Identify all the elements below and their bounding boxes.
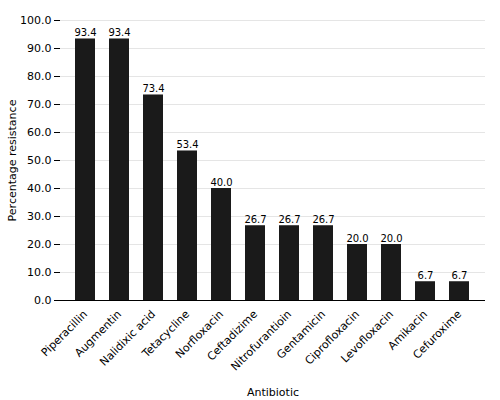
svg-text:Antibiotic: Antibiotic — [247, 386, 299, 399]
svg-text:70.0: 70.0 — [27, 98, 52, 111]
svg-text:Gentamicin: Gentamicin — [274, 307, 329, 362]
svg-text:40.0: 40.0 — [210, 177, 232, 188]
svg-text:Cefuroxime: Cefuroxime — [410, 308, 464, 362]
svg-text:26.7: 26.7 — [312, 214, 334, 225]
svg-text:Nalidixic acid: Nalidixic acid — [97, 307, 159, 369]
svg-text:93.4: 93.4 — [108, 27, 130, 38]
svg-text:Augmentin: Augmentin — [72, 307, 125, 360]
svg-text:80.0: 80.0 — [27, 70, 52, 83]
svg-text:30.0: 30.0 — [27, 210, 52, 223]
svg-text:6.7: 6.7 — [418, 270, 434, 281]
svg-text:Nitrofurantioin: Nitrofurantioin — [228, 308, 294, 374]
svg-text:40.0: 40.0 — [27, 182, 52, 195]
svg-text:26.7: 26.7 — [278, 214, 300, 225]
svg-text:Ceftadizime: Ceftadizime — [204, 307, 261, 364]
svg-text:53.4: 53.4 — [176, 139, 198, 150]
svg-text:Piperacillin: Piperacillin — [38, 307, 91, 360]
svg-text:20.0: 20.0 — [346, 233, 368, 244]
svg-text:Tetacycline: Tetacycline — [139, 307, 193, 361]
svg-text:Percentage resistance: Percentage resistance — [6, 99, 19, 221]
svg-text:73.4: 73.4 — [142, 83, 164, 94]
svg-text:Ciprofloxacin: Ciprofloxacin — [302, 307, 363, 368]
svg-text:20.0: 20.0 — [27, 238, 52, 251]
svg-text:Amikacin: Amikacin — [385, 307, 431, 353]
svg-text:6.7: 6.7 — [452, 270, 468, 281]
svg-text:Levofloxacin: Levofloxacin — [338, 308, 396, 366]
svg-text:100.0: 100.0 — [20, 14, 52, 27]
svg-text:50.0: 50.0 — [27, 154, 52, 167]
svg-text:26.7: 26.7 — [244, 214, 266, 225]
svg-text:0.0: 0.0 — [34, 294, 52, 307]
svg-text:Norfloxacin: Norfloxacin — [173, 307, 227, 361]
svg-text:90.0: 90.0 — [27, 42, 52, 55]
svg-text:10.0: 10.0 — [27, 266, 52, 279]
svg-text:20.0: 20.0 — [380, 233, 402, 244]
svg-text:60.0: 60.0 — [27, 126, 52, 139]
svg-text:93.4: 93.4 — [74, 27, 96, 38]
